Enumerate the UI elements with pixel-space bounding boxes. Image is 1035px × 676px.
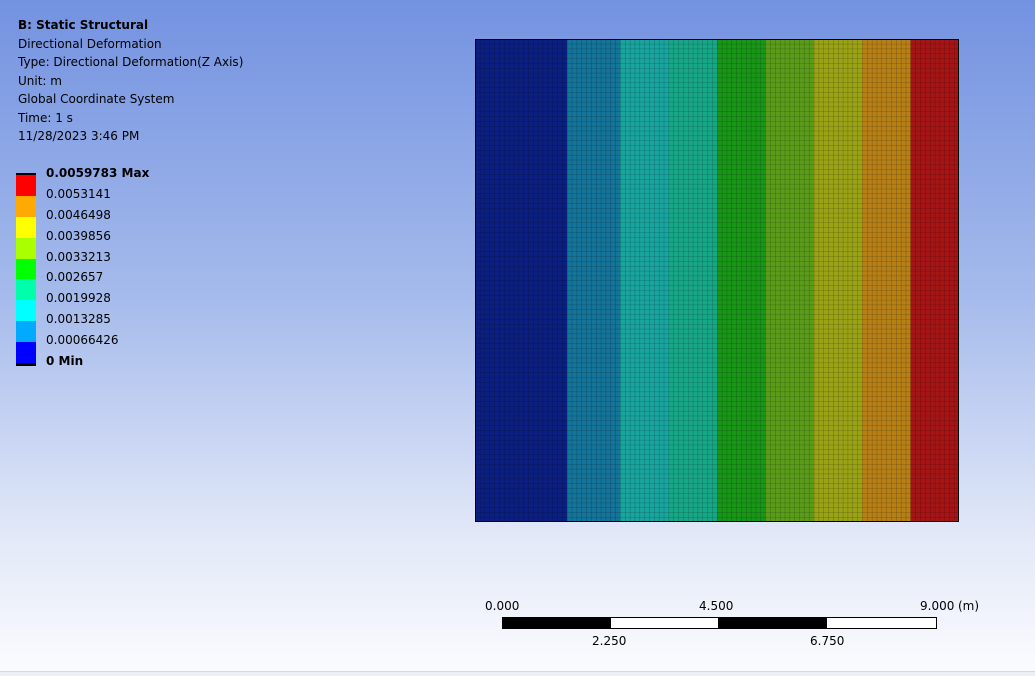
legend-swatch bbox=[16, 175, 36, 196]
scale-unit: (m) bbox=[958, 599, 980, 613]
legend-swatch bbox=[16, 300, 36, 322]
result-info-panel: B: Static Structural Directional Deforma… bbox=[18, 16, 243, 146]
result-type: Type: Directional Deformation(Z Axis) bbox=[18, 55, 244, 69]
scale-label-0: 0.000 bbox=[485, 599, 520, 613]
result-unit: Unit: m bbox=[18, 73, 62, 88]
analysis-title: B: Static Structural bbox=[18, 18, 149, 32]
legend-swatch bbox=[16, 258, 36, 280]
legend-level-label: 0.0046498 bbox=[46, 207, 111, 222]
legend-level-label: 0.0053141 bbox=[46, 186, 111, 201]
status-strip bbox=[0, 671, 1035, 676]
legend-level-label: 0.0033213 bbox=[46, 249, 111, 264]
legend-level-label: 0.002657 bbox=[46, 270, 104, 285]
model-contour-plot[interactable] bbox=[475, 39, 959, 522]
scale-segment-2 bbox=[610, 617, 719, 629]
scale-label-6750: 6.750 bbox=[810, 634, 845, 648]
legend-swatch bbox=[16, 216, 36, 238]
legend-swatch bbox=[16, 342, 36, 364]
scale-segment-1 bbox=[502, 617, 611, 629]
legend-swatch bbox=[16, 237, 36, 259]
result-timestamp: 11/28/2023 3:46 PM bbox=[18, 129, 140, 143]
scale-segment-4 bbox=[826, 617, 937, 629]
legend-bottom-cap bbox=[16, 363, 36, 367]
legend-swatch bbox=[16, 195, 36, 217]
legend-level-label: 0.0013285 bbox=[46, 312, 111, 327]
legend-max-label: 0.0059783 Max bbox=[46, 166, 150, 180]
legend-swatch bbox=[16, 279, 36, 301]
legend-swatch bbox=[16, 321, 36, 343]
scale-bar: 0.000 4.500 9.000 (m) 2.250 6.750 bbox=[470, 595, 990, 655]
model-outline bbox=[475, 39, 959, 522]
scale-segment-3 bbox=[718, 617, 827, 629]
result-time: Time: 1 s bbox=[18, 110, 73, 125]
scale-label-2250: 2.250 bbox=[592, 634, 627, 648]
scale-label-9000: 9.000 bbox=[920, 599, 955, 613]
legend-level-label: 0.0039856 bbox=[46, 228, 111, 243]
legend-top-cap bbox=[16, 173, 36, 176]
legend-level-label: 0.0019928 bbox=[46, 291, 111, 306]
legend-level-label: 0.00066426 bbox=[46, 333, 119, 348]
result-name: Directional Deformation bbox=[18, 36, 162, 51]
coordinate-system: Global Coordinate System bbox=[18, 92, 175, 106]
legend-min-label: 0 Min bbox=[46, 354, 84, 369]
mesh-grid bbox=[475, 39, 959, 522]
scale-label-4500: 4.500 bbox=[699, 599, 734, 613]
